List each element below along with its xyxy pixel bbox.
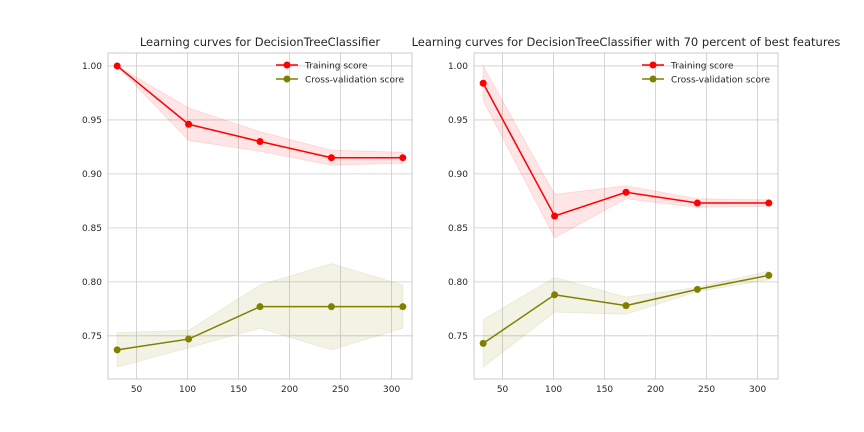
x-tick-label: 250 — [698, 385, 715, 395]
axes-frame — [473, 52, 779, 380]
data-point — [479, 79, 487, 87]
data-point — [551, 291, 559, 299]
chart-title: Learning curves for DecisionTreeClassifi… — [140, 35, 381, 49]
chart-right: Learning curves for DecisionTreeClassifi… — [412, 35, 841, 395]
data-point — [693, 199, 701, 207]
data-point — [113, 346, 121, 354]
x-tick-label: 250 — [332, 385, 349, 395]
y-tick-label: 0.80 — [82, 278, 102, 288]
data-point — [479, 339, 487, 347]
x-tick-label: 50 — [497, 385, 509, 395]
x-tick-label: 200 — [647, 385, 664, 395]
data-point — [622, 188, 630, 196]
data-point — [256, 303, 264, 311]
data-point — [765, 199, 773, 207]
data-point — [399, 154, 407, 162]
data-point — [113, 62, 121, 70]
data-point — [551, 212, 559, 220]
data-point — [185, 120, 193, 128]
y-tick-label: 0.75 — [82, 332, 102, 342]
y-tick-label: 1.00 — [82, 62, 102, 72]
y-tick-label: 0.90 — [82, 170, 102, 180]
y-tick-label: 0.95 — [82, 116, 102, 126]
legend-label: Training score — [304, 62, 368, 72]
x-tick-label: 150 — [596, 385, 613, 395]
legend-label: Cross-validation score — [305, 76, 404, 86]
chart-left: Learning curves for DecisionTreeClassifi… — [82, 35, 413, 395]
x-tick-label: 200 — [281, 385, 298, 395]
data-point — [622, 302, 630, 310]
chart-title: Learning curves for DecisionTreeClassifi… — [412, 35, 841, 49]
data-point — [185, 335, 193, 343]
legend-marker — [649, 75, 657, 83]
data-point — [399, 303, 407, 311]
axes-frame — [107, 52, 413, 380]
data-point — [327, 303, 335, 311]
data-point — [327, 154, 335, 162]
legend-marker — [283, 61, 291, 69]
data-point — [693, 285, 701, 293]
x-tick-label: 300 — [383, 385, 400, 395]
x-tick-label: 100 — [545, 385, 562, 395]
plot-area — [474, 53, 778, 379]
y-tick-label: 0.85 — [82, 224, 102, 234]
y-tick-label: 1.00 — [448, 62, 468, 72]
data-point — [765, 271, 773, 279]
x-tick-label: 300 — [749, 385, 766, 395]
y-tick-label: 0.90 — [448, 170, 468, 180]
y-tick-label: 0.85 — [448, 224, 468, 234]
x-tick-label: 150 — [230, 385, 247, 395]
legend-label: Training score — [670, 62, 734, 72]
x-tick-label: 100 — [179, 385, 196, 395]
y-tick-label: 0.75 — [448, 332, 468, 342]
legend-marker — [649, 61, 657, 69]
x-tick-label: 50 — [131, 385, 143, 395]
data-point — [256, 138, 264, 146]
legend-marker — [283, 75, 291, 83]
y-tick-label: 0.80 — [448, 278, 468, 288]
y-tick-label: 0.95 — [448, 116, 468, 126]
plot-area — [108, 53, 412, 379]
legend-label: Cross-validation score — [671, 76, 770, 86]
